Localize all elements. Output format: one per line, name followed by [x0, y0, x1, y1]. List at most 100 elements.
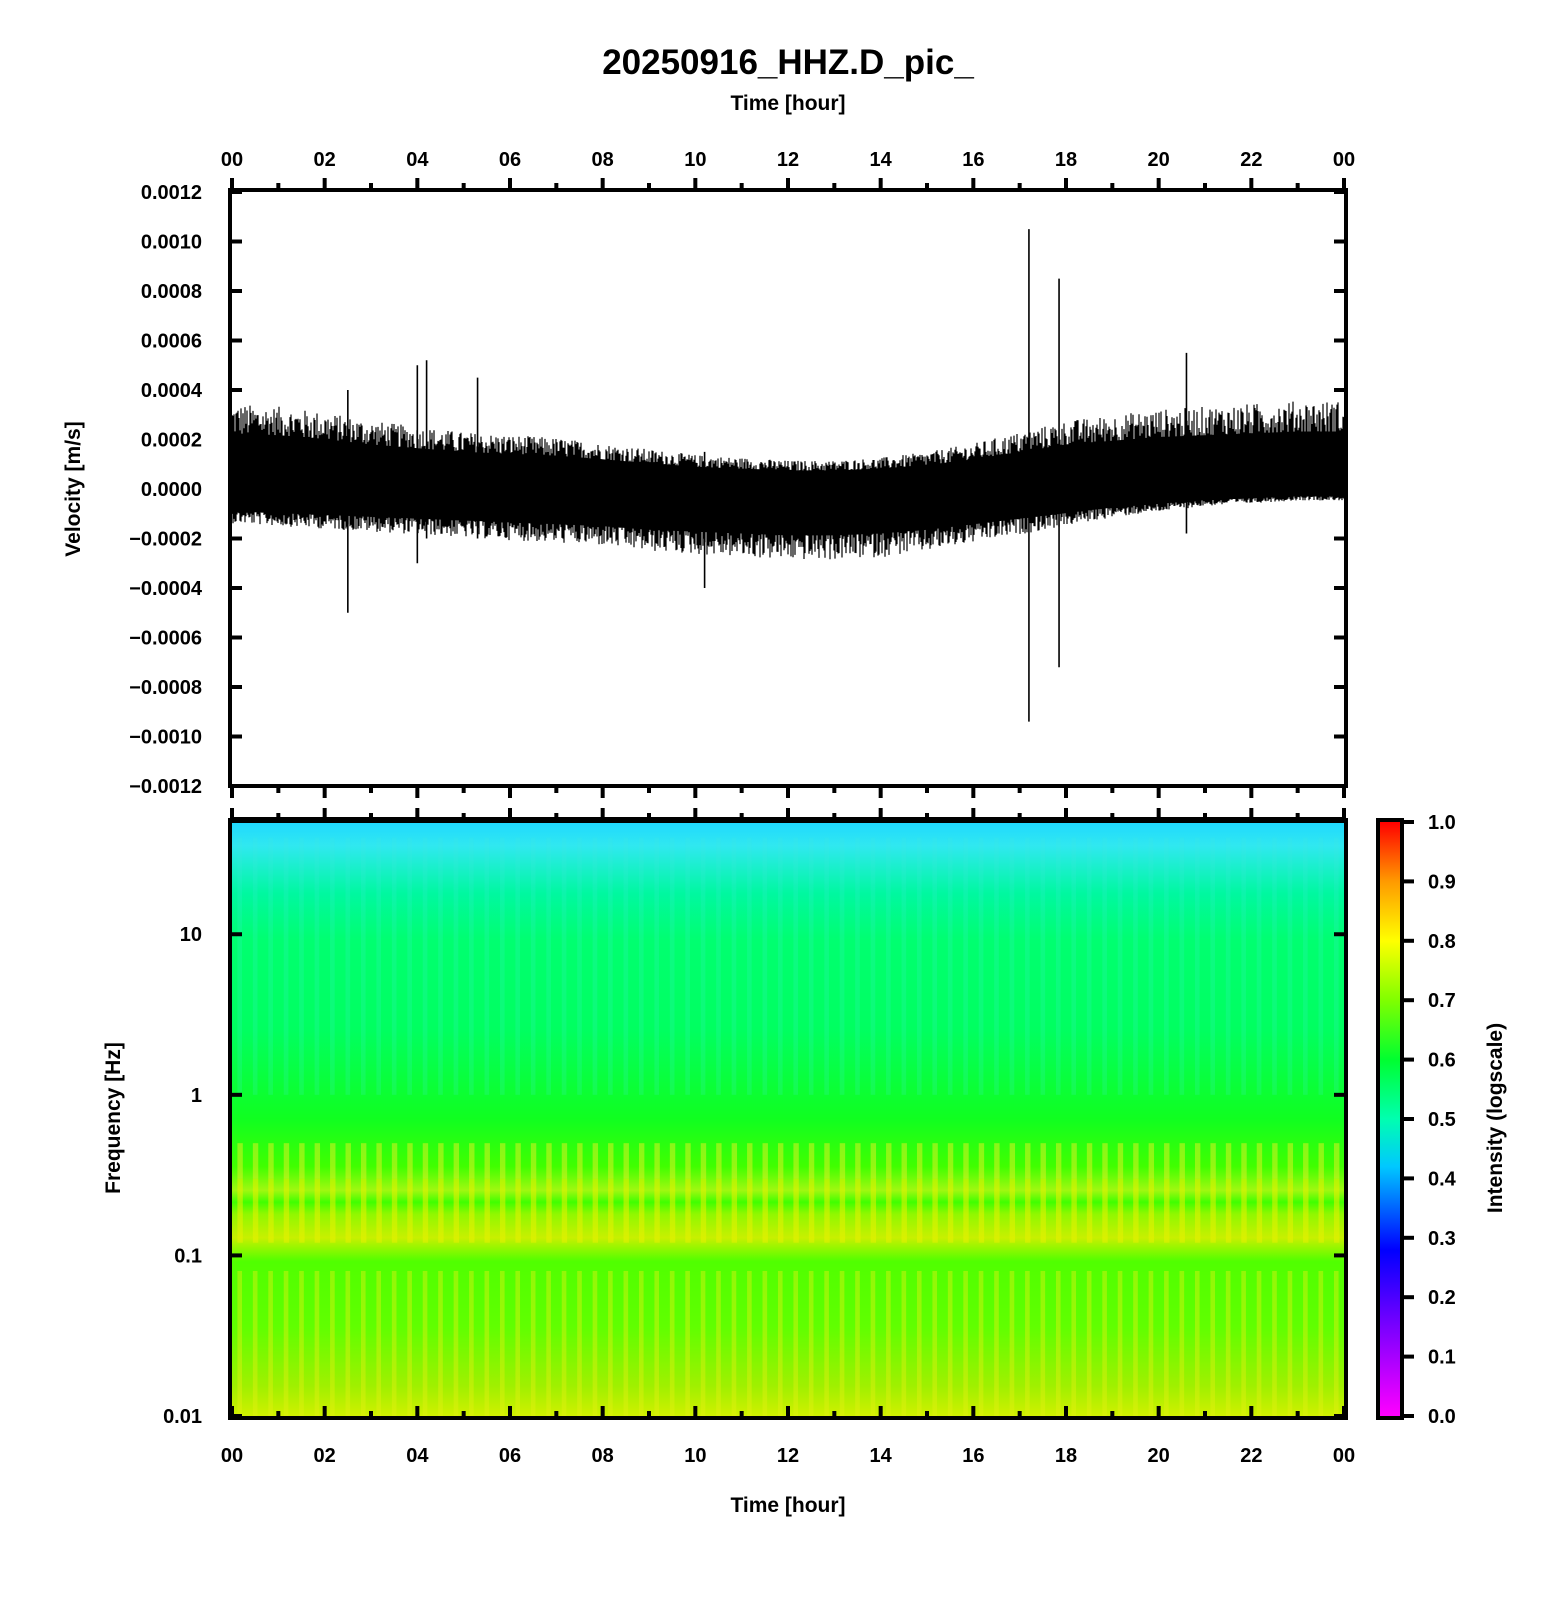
spectrogram-stripe [283, 1143, 290, 1179]
spectrogram-image [232, 822, 1344, 1416]
spectrogram-stripe [499, 1270, 505, 1416]
spectrogram-stripe [808, 1143, 815, 1179]
spectrogram-stripe [870, 1178, 877, 1243]
bottom-x-tick-label: 20 [1148, 1445, 1170, 1467]
spectrogram-stripe [901, 837, 907, 1095]
spectrogram-stripe [546, 837, 551, 1095]
spectrogram-stripe [345, 1178, 351, 1243]
spectrogram-stripe [314, 1270, 320, 1416]
waveform-y-tick-label: 0.0002 [141, 430, 202, 452]
spectrogram-stripe [1241, 1178, 1247, 1243]
bottom-x-tick-label: 16 [962, 1445, 984, 1467]
spectrogram-stripe [530, 837, 536, 1095]
spectrogram-stripe [932, 1178, 938, 1243]
spectrogram-stripe [1040, 837, 1046, 1095]
spectrogram-stripe [901, 1178, 907, 1243]
spectrogram-stripe [839, 1178, 846, 1243]
spectrogram-stripe [268, 1178, 274, 1243]
spectrogram-y-tick-label: 0.1 [174, 1245, 202, 1267]
colorbar-tick-label: 0.5 [1428, 1109, 1456, 1131]
spectrogram-stripe [1102, 1178, 1108, 1243]
spectrogram-stripe [1333, 1143, 1340, 1179]
spectrogram-stripe [762, 837, 768, 1095]
spectrogram-stripe [422, 1178, 429, 1243]
spectrogram-stripe [1086, 837, 1092, 1095]
spectrogram-stripe [1133, 837, 1138, 1095]
spectrogram-stripe [700, 1270, 706, 1416]
spectrogram-stripe [716, 1270, 721, 1416]
spectrogram-stripe [947, 1143, 954, 1179]
spectrogram-stripe [515, 837, 521, 1095]
spectrogram-stripe [978, 1143, 985, 1179]
spectrogram-stripe [963, 1143, 969, 1179]
waveform-trace [232, 229, 1344, 722]
spectrogram-stripe [360, 837, 366, 1095]
spectrogram-y-tick-label: 1 [191, 1085, 202, 1107]
spectrogram-stripe [839, 837, 845, 1095]
spectrogram-stripe [855, 1143, 861, 1179]
spectrogram-stripe [299, 1143, 305, 1179]
top-x-tick-label: 12 [777, 149, 799, 171]
spectrogram-stripe [916, 1143, 923, 1179]
spectrogram-stripe [360, 1178, 367, 1243]
top-x-tick-label: 02 [314, 149, 336, 171]
spectrogram-stripe [978, 1270, 984, 1416]
bottom-x-tick-label: 00 [1333, 1445, 1355, 1467]
spectrogram-stripe [947, 837, 953, 1095]
spectrogram-stripe [994, 1178, 1000, 1243]
top-x-tick-label: 04 [406, 149, 429, 171]
spectrogram-stripe [407, 837, 412, 1095]
spectrogram-stripe [592, 837, 598, 1095]
spectrogram-stripe [793, 1270, 799, 1416]
spectrogram-stripe [638, 1143, 645, 1179]
spectrogram-stripe [577, 1178, 583, 1243]
spectrogram-stripe [808, 837, 814, 1095]
colorbar-tick-label: 0.9 [1428, 871, 1456, 893]
spectrogram-stripe [1164, 1178, 1170, 1243]
spectrogram-stripe [855, 837, 860, 1095]
spectrogram-stripe [1225, 1143, 1232, 1179]
spectrogram-stripe [438, 1178, 444, 1243]
bottom-x-tick-label: 08 [592, 1445, 614, 1467]
spectrogram-stripe [360, 1270, 366, 1416]
colorbar-tick-label: 0.0 [1428, 1406, 1456, 1428]
spectrogram-stripe [716, 1178, 722, 1243]
spectrogram-stripe [623, 1270, 629, 1416]
spectrogram-stripe [716, 837, 721, 1095]
spectrogram-stripe [700, 837, 706, 1095]
spectrogram-stripe [1194, 1143, 1201, 1179]
spectrogram-stripe [1225, 1270, 1231, 1416]
spectrogram-stripe [1133, 1178, 1139, 1243]
spectrogram-stripe [1086, 1143, 1093, 1179]
bottom-x-tick-label: 22 [1240, 1445, 1262, 1467]
spectrogram-stripe [623, 837, 629, 1095]
spectrogram-stripe [330, 837, 335, 1095]
spectrogram-stripe [777, 1143, 784, 1179]
spectrogram-stripe [886, 1270, 891, 1416]
colorbar-tick-label: 0.7 [1428, 990, 1456, 1012]
spectrogram-stripe [1055, 1143, 1062, 1179]
spectrogram-stripe [561, 1178, 568, 1243]
top-x-tick-label: 10 [684, 149, 706, 171]
spectrogram-stripe [839, 1143, 846, 1179]
spectrogram-stripe [669, 1270, 675, 1416]
spectrogram-stripe [299, 1178, 305, 1243]
top-x-tick-label: 06 [499, 149, 521, 171]
spectrogram-stripe [438, 837, 443, 1095]
waveform-y-tick-label: 0.0004 [141, 380, 203, 402]
spectrogram-stripe [453, 1270, 459, 1416]
spectrogram-stripe [824, 1178, 830, 1243]
spectrogram-stripe [1179, 1178, 1185, 1243]
spectrogram-stripe [731, 837, 737, 1095]
spectrogram-stripe [870, 1143, 877, 1179]
spectrogram-stripe [1148, 837, 1154, 1095]
spectrogram-stripe [453, 837, 459, 1095]
spectrogram-stripe [685, 1143, 691, 1179]
spectrogram-stripe [330, 1270, 335, 1416]
top-x-tick-label: 20 [1148, 149, 1170, 171]
waveform-y-tick-label: −0.0004 [129, 578, 203, 600]
top-x-tick-label: 14 [870, 149, 893, 171]
spectrogram-stripe [484, 1270, 490, 1416]
spectrogram-stripe [1318, 1143, 1324, 1179]
spectrogram-stripe [1148, 1143, 1155, 1179]
